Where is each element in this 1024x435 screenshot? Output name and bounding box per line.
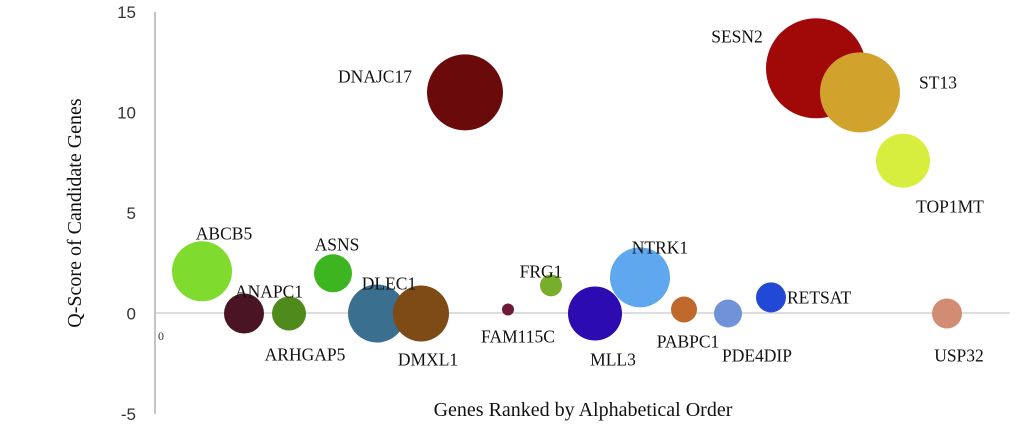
label-asns: ASNS — [315, 234, 360, 254]
label-usp32: USP32 — [934, 346, 984, 366]
label-pabpc1: PABPC1 — [657, 331, 720, 351]
label-dnajc17: DNAJC17 — [338, 66, 412, 86]
y-tick-label: -5 — [121, 405, 136, 424]
label-pde4dip: PDE4DIP — [722, 346, 792, 366]
label-dlec1: DLEC1 — [362, 274, 416, 294]
y-tick-label: 5 — [127, 204, 136, 223]
bubble-abcb5 — [172, 241, 232, 302]
bubble-pabpc1 — [671, 296, 697, 323]
y-tick-labels: -5 0 5 10 15 — [117, 3, 136, 424]
bubble-arhgap5 — [272, 296, 306, 331]
label-mll3: MLL3 — [590, 350, 636, 370]
bubble-fam115c — [502, 303, 514, 316]
bubble-pde4dip — [714, 299, 742, 328]
label-dmxl1: DMXL1 — [398, 350, 458, 370]
y-tick-label: 0 — [127, 305, 136, 324]
bubble-asns — [314, 254, 352, 293]
bubble-dlec1 — [348, 284, 406, 343]
bubble-anapc1 — [224, 293, 264, 334]
bubble-mll3 — [568, 286, 622, 341]
bubble-retsat — [756, 282, 786, 313]
label-frg1: FRG1 — [520, 261, 563, 281]
y-axis-title: Q-Score of Candidate Genes — [64, 98, 86, 328]
label-abcb5: ABCB5 — [196, 223, 253, 243]
bubble-usp32 — [932, 298, 962, 329]
label-ntrk1: NTRK1 — [632, 237, 688, 257]
label-fam115c: FAM115C — [481, 326, 555, 346]
y-tick-label: 10 — [117, 104, 136, 123]
label-sesn2: SESN2 — [711, 26, 763, 46]
label-anapc1: ANAPC1 — [235, 282, 303, 302]
bubble-series — [172, 18, 962, 343]
bubble-ntrk1 — [610, 247, 670, 308]
bubble-st13 — [820, 52, 900, 133]
bubble-dmxl1 — [393, 285, 449, 342]
label-st13: ST13 — [919, 72, 957, 92]
label-retsat: RETSAT — [787, 287, 851, 307]
x-axis-title: Genes Ranked by Alphabetical Order — [434, 399, 733, 421]
label-arhgap5: ARHGAP5 — [265, 345, 346, 365]
origin-label: 0 — [158, 329, 164, 343]
label-top1mt: TOP1MT — [916, 197, 984, 217]
bubble-top1mt — [876, 133, 930, 188]
bubble-dnajc17 — [427, 54, 503, 131]
bubble-frg1 — [540, 274, 562, 297]
y-tick-label: 15 — [117, 3, 136, 22]
